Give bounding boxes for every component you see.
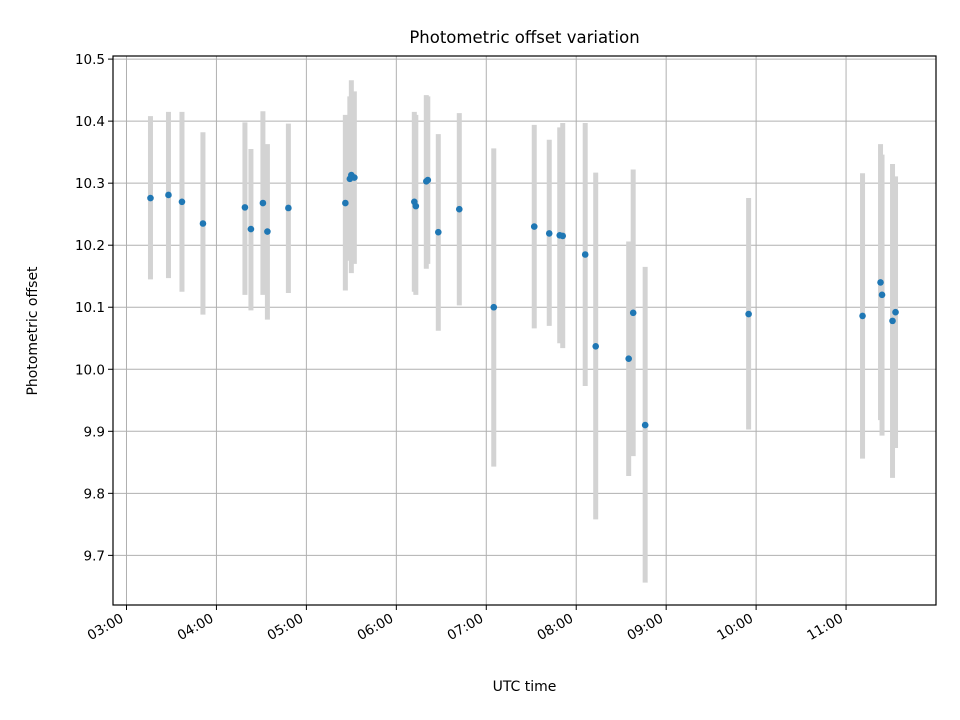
- data-point: [455, 205, 463, 213]
- data-point: [165, 191, 172, 199]
- y-tick-label: 10.1: [75, 300, 105, 316]
- y-axis-label: Photometric offset: [25, 266, 41, 396]
- data-point: [147, 194, 154, 202]
- data-point: [351, 174, 358, 181]
- chart-title: Photometric offset variation: [409, 28, 639, 47]
- data-point: [559, 232, 567, 240]
- y-tick-label: 9.8: [84, 486, 105, 502]
- data-point: [545, 230, 553, 237]
- y-tick-label: 10.4: [75, 114, 105, 130]
- data-point: [581, 251, 589, 258]
- y-tick-label: 10.3: [75, 176, 105, 192]
- x-axis-label: UTC time: [493, 679, 557, 695]
- y-tick-label: 9.7: [84, 548, 105, 564]
- y-tick-label: 10.5: [75, 52, 105, 68]
- data-point: [878, 291, 886, 299]
- y-tick-label: 10.2: [75, 238, 105, 254]
- data-point: [629, 309, 637, 317]
- data-point: [530, 223, 538, 230]
- data-point: [241, 204, 249, 211]
- data-point: [342, 199, 349, 207]
- data-point: [264, 228, 271, 235]
- data-point: [424, 176, 432, 184]
- data-point: [745, 310, 752, 318]
- data-point: [889, 317, 896, 325]
- data-point: [892, 308, 899, 316]
- data-point: [435, 228, 442, 236]
- data-point: [178, 198, 186, 206]
- y-tick-label: 10.0: [75, 362, 105, 378]
- data-point: [490, 303, 498, 311]
- data-point: [625, 355, 632, 363]
- y-tick-label: 9.9: [84, 424, 105, 440]
- data-point: [877, 279, 884, 286]
- data-point: [592, 343, 600, 350]
- data-point: [247, 225, 255, 233]
- data-point: [259, 199, 267, 207]
- grid: [113, 56, 936, 605]
- plot-frame: [112, 55, 937, 606]
- data-point: [641, 421, 649, 429]
- data-point: [285, 204, 292, 212]
- data-points: [147, 171, 899, 429]
- y-axis-ticks: 9.7 9.8 9.9 10.0 10.1 10.2 10.3 10.4 10.5: [75, 52, 113, 564]
- data-point: [412, 202, 420, 210]
- data-point: [859, 312, 866, 320]
- data-point: [199, 220, 207, 227]
